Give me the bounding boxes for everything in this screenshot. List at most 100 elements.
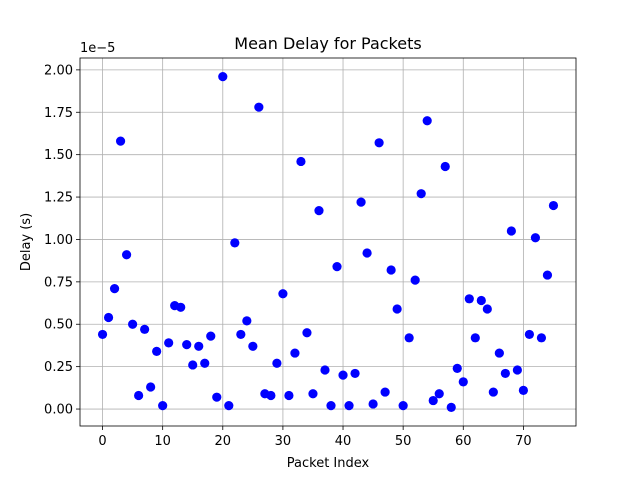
data-point — [254, 102, 264, 112]
data-point — [392, 304, 402, 314]
y-tick-label: 1.25 — [44, 191, 73, 206]
data-point — [446, 402, 456, 412]
data-point — [212, 392, 222, 402]
y-tick-label: 0.00 — [44, 403, 73, 418]
data-point — [458, 377, 468, 387]
x-tick-label: 40 — [335, 434, 352, 449]
data-point — [386, 265, 396, 275]
data-point — [404, 333, 414, 343]
data-point — [266, 390, 276, 401]
y-axis-label: Delay (s) — [19, 213, 34, 271]
data-point — [206, 331, 216, 341]
data-point — [368, 399, 378, 409]
data-point — [290, 348, 300, 358]
data-point — [224, 401, 234, 411]
data-point — [188, 360, 198, 370]
data-point — [320, 365, 330, 375]
data-point — [152, 346, 162, 356]
data-point — [296, 156, 306, 167]
data-point — [542, 270, 553, 280]
data-point — [176, 302, 186, 312]
x-axis-label: Packet Index — [287, 456, 370, 471]
data-point — [482, 304, 492, 314]
data-point — [536, 333, 547, 343]
data-point — [242, 316, 252, 326]
data-point — [218, 72, 228, 82]
x-tick-label: 10 — [154, 434, 171, 449]
data-point — [121, 250, 132, 260]
x-tick-label: 50 — [395, 434, 412, 449]
data-point — [140, 324, 150, 334]
data-point — [182, 339, 192, 350]
data-point — [308, 389, 318, 399]
data-point — [470, 333, 480, 343]
data-point — [356, 197, 366, 207]
data-points — [97, 72, 559, 412]
data-point — [128, 319, 138, 329]
grid-lines — [80, 58, 576, 426]
data-point — [476, 295, 486, 306]
data-point — [103, 312, 114, 323]
data-point — [134, 390, 144, 401]
data-point — [464, 294, 474, 304]
data-point — [488, 387, 498, 397]
data-point — [416, 189, 426, 199]
data-point — [440, 161, 450, 172]
data-point — [428, 395, 438, 406]
data-point — [97, 329, 108, 340]
y-axis-scale-label: 1e−5 — [80, 41, 115, 56]
data-point — [284, 390, 294, 401]
data-point — [524, 329, 535, 340]
data-point — [398, 401, 408, 411]
data-point — [164, 338, 174, 348]
y-tick-label: 0.25 — [44, 360, 73, 375]
data-point — [278, 289, 288, 299]
data-point — [158, 401, 168, 411]
x-tick-label: 70 — [515, 434, 532, 449]
y-tick-label: 0.75 — [44, 275, 73, 290]
data-point — [338, 370, 348, 380]
data-point — [314, 206, 324, 216]
data-point — [230, 238, 240, 248]
data-point — [302, 328, 312, 338]
data-point — [512, 365, 522, 375]
x-tick-label: 20 — [215, 434, 232, 449]
data-point — [115, 136, 126, 146]
data-point — [374, 138, 384, 148]
y-tick-label: 1.75 — [44, 106, 73, 121]
data-point — [109, 284, 120, 294]
x-tick-label: 30 — [275, 434, 292, 449]
y-tick-label: 1.00 — [44, 233, 73, 248]
data-point — [326, 401, 336, 411]
data-point — [452, 363, 462, 373]
data-point — [362, 248, 372, 258]
data-point — [506, 226, 516, 236]
data-point — [494, 348, 504, 358]
y-tick-label: 1.50 — [44, 148, 73, 163]
x-tick-label: 0 — [98, 434, 106, 449]
data-point — [272, 358, 282, 368]
y-tick-label: 2.00 — [44, 63, 73, 78]
plot-frame — [79, 57, 577, 427]
data-point — [344, 401, 354, 411]
data-point — [194, 341, 204, 351]
chart-title: Mean Delay for Packets — [234, 34, 421, 53]
data-point — [422, 116, 432, 126]
axis-ticks: 0 10 20 30 40 50 60 70 0.00 0.25 0.50 0.75 1.00 1.25 1… — [44, 63, 532, 449]
data-point — [518, 385, 528, 395]
data-point — [500, 368, 510, 379]
data-point — [410, 275, 420, 285]
data-point — [236, 329, 246, 340]
data-point — [200, 358, 210, 368]
data-point — [434, 389, 444, 399]
x-tick-label: 60 — [455, 434, 472, 449]
data-point — [380, 387, 390, 397]
data-point — [548, 200, 559, 211]
data-point — [332, 261, 342, 272]
data-point — [248, 341, 258, 351]
data-point — [350, 368, 360, 379]
y-tick-label: 0.50 — [44, 318, 73, 333]
data-point — [530, 233, 541, 243]
